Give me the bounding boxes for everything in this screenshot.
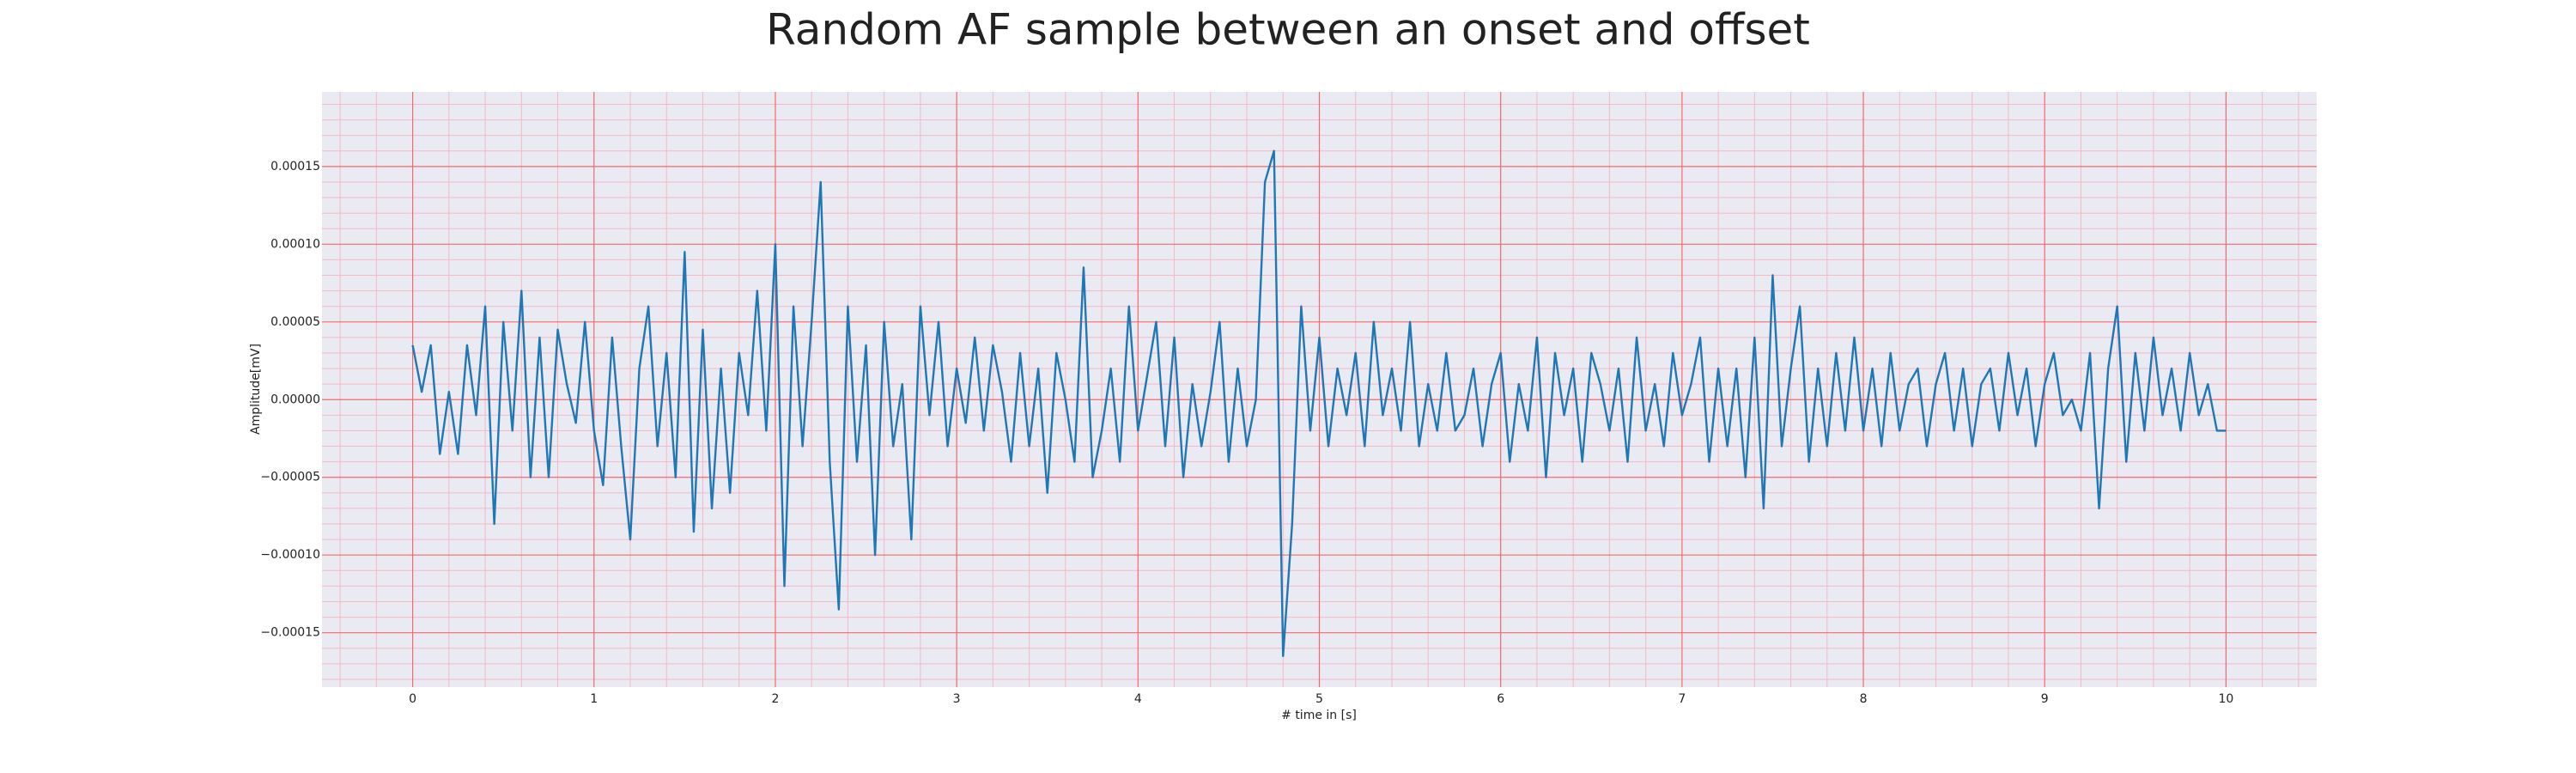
x-tick-label: 6 xyxy=(1497,692,1504,706)
y-tick-label: −0.00005 xyxy=(260,471,320,484)
x-tick-label: 7 xyxy=(1678,692,1686,706)
chart-title: Random AF sample between an onset and of… xyxy=(766,5,1810,55)
x-tick-label: 5 xyxy=(1315,692,1323,706)
signal-line xyxy=(411,149,2227,658)
x-tick-label: 2 xyxy=(771,692,779,706)
x-tick-label: 10 xyxy=(2218,692,2233,706)
y-tick-label: 0.00000 xyxy=(270,393,320,406)
y-axis-label: Amplitude[mV] xyxy=(249,344,263,435)
y-tick-label: −0.00010 xyxy=(260,548,320,562)
x-tick-label: 3 xyxy=(953,692,961,706)
y-tick-label: −0.00015 xyxy=(260,626,320,640)
y-tick-label: 0.00005 xyxy=(270,315,320,329)
x-tick-label: 1 xyxy=(590,692,598,706)
x-tick-label: 0 xyxy=(409,692,416,706)
x-tick-label: 8 xyxy=(1860,692,1868,706)
y-tick-label: 0.00015 xyxy=(270,160,320,173)
x-axis-label: # time in [s] xyxy=(1281,709,1357,722)
x-tick-label: 4 xyxy=(1134,692,1142,706)
y-tick-label: 0.00010 xyxy=(270,237,320,251)
x-tick-label: 9 xyxy=(2041,692,2049,706)
